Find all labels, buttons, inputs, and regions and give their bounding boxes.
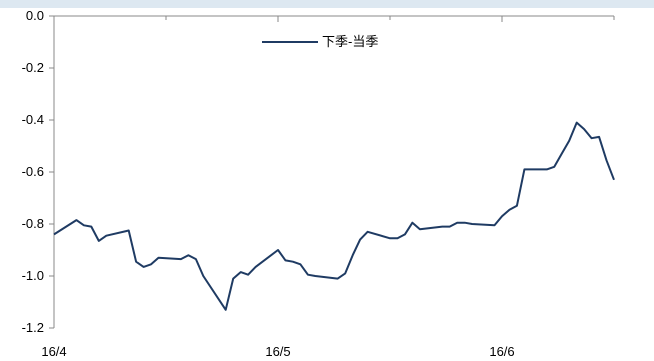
y-tick-label: -0.2 xyxy=(22,60,44,75)
series-layer xyxy=(53,121,615,311)
y-axis-ticks: 0.0 -0.2 -0.4 -0.6 -0.8 -1.0 -1.2 xyxy=(22,8,54,335)
top-border-strip xyxy=(0,0,654,8)
y-tick-label: -1.0 xyxy=(22,268,44,283)
x-tick-label: 16/5 xyxy=(265,344,290,359)
y-tick-label: -1.2 xyxy=(22,320,44,335)
x-axis-ticks: 16/4 16/5 16/6 xyxy=(41,16,615,359)
y-tick-label: -0.6 xyxy=(22,164,44,179)
x-tick-label: 16/6 xyxy=(489,344,514,359)
series-line xyxy=(53,121,615,311)
legend-label: 下季-当季 xyxy=(322,34,378,49)
x-tick-label: 16/4 xyxy=(41,344,66,359)
y-tick-label: -0.8 xyxy=(22,216,44,231)
legend: 下季-当季 xyxy=(262,34,378,49)
y-tick-label: -0.4 xyxy=(22,112,44,127)
y-tick-label: 0.0 xyxy=(26,8,44,23)
